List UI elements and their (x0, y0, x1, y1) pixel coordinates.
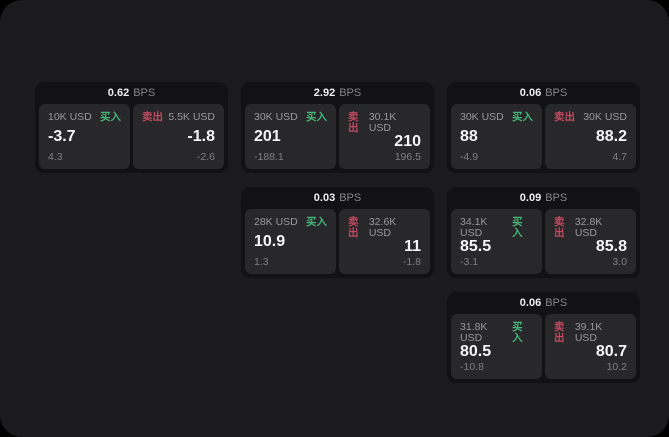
spread-unit: BPS (133, 87, 156, 99)
buy-change: 1.3 (254, 255, 269, 268)
quote-card: 0.62 BPS 10K USD 买入 -3.7 4.3 卖出 5.5K USD (35, 82, 228, 173)
buy-amount: 30K USD (254, 111, 298, 123)
buy-quote-button[interactable]: 30K USD 买入 201 -188.1 (245, 104, 336, 169)
sell-change: -2.6 (196, 150, 215, 163)
sell-change: -1.8 (402, 255, 421, 268)
spread-value: 0.09 (519, 192, 542, 204)
sell-amount: 32.6K USD (368, 216, 397, 239)
buy-quote-button[interactable]: 28K USD 买入 10.9 1.3 (245, 209, 336, 274)
sell-amount: 30.1K USD (368, 111, 397, 134)
sell-badge: 卖出 (554, 321, 565, 344)
spread-unit: BPS (339, 87, 362, 99)
sell-quote-button[interactable]: 卖出 32.8K USD 85.8 3.0 (545, 209, 636, 274)
sell-price: -1.8 (187, 128, 215, 145)
buy-badge: 买入 (306, 111, 327, 123)
buy-change: -3.1 (460, 255, 479, 268)
sell-quote-button[interactable]: 卖出 30.1K USD 210 196.5 (339, 104, 430, 169)
sell-badge: 卖出 (348, 111, 359, 134)
buy-badge: 买入 (512, 111, 533, 123)
buy-badge: 买入 (306, 216, 327, 228)
buy-quote-button[interactable]: 31.8K USD 买入 80.5 -10.8 (451, 314, 542, 379)
sell-amount: 39.1K USD (574, 321, 603, 344)
spread-unit: BPS (545, 297, 568, 309)
buy-amount: 31.8K USD (460, 321, 488, 344)
spread-value: 2.92 (313, 87, 336, 99)
buy-price: -3.7 (48, 128, 76, 145)
quote-card-body: 30K USD 买入 88 -4.9 卖出 30K USD 88.2 4.7 (451, 104, 636, 169)
buy-badge: 买入 (100, 111, 121, 123)
buy-amount: 30K USD (460, 111, 504, 123)
spread-header: 0.06 BPS (451, 292, 636, 314)
sell-price: 85.8 (595, 238, 627, 256)
spread-value: 0.06 (519, 297, 542, 309)
buy-quote-button[interactable]: 10K USD 买入 -3.7 4.3 (39, 104, 130, 169)
buy-quote-button[interactable]: 34.1K USD 买入 85.5 -3.1 (451, 209, 542, 274)
sell-change: 10.2 (606, 360, 627, 373)
sell-amount: 30K USD (583, 111, 627, 123)
sell-amount: 32.8K USD (574, 216, 603, 239)
spread-header: 0.09 BPS (451, 187, 636, 209)
spread-unit: BPS (545, 87, 568, 99)
sell-price: 88.2 (595, 128, 627, 145)
quote-card-body: 10K USD 买入 -3.7 4.3 卖出 5.5K USD -1.8 -2.… (39, 104, 224, 169)
spread-header: 2.92 BPS (245, 82, 430, 104)
sell-change: 4.7 (612, 150, 627, 163)
quote-card-body: 28K USD 买入 10.9 1.3 卖出 32.6K USD 11 -1.8 (245, 209, 430, 274)
sell-quote-button[interactable]: 卖出 32.6K USD 11 -1.8 (339, 209, 430, 274)
sell-change: 196.5 (394, 150, 421, 163)
sell-quote-button[interactable]: 卖出 5.5K USD -1.8 -2.6 (133, 104, 224, 169)
spread-value: 0.06 (519, 87, 542, 99)
quote-card: 0.09 BPS 34.1K USD 买入 85.5 -3.1 卖出 32.8K… (447, 187, 640, 278)
quote-card-body: 34.1K USD 买入 85.5 -3.1 卖出 32.8K USD 85.8… (451, 209, 636, 274)
spread-header: 0.03 BPS (245, 187, 430, 209)
sell-quote-button[interactable]: 卖出 39.1K USD 80.7 10.2 (545, 314, 636, 379)
buy-change: 4.3 (48, 150, 63, 163)
buy-price: 201 (254, 128, 281, 145)
quote-card-body: 30K USD 买入 201 -188.1 卖出 30.1K USD 210 1… (245, 104, 430, 169)
sell-badge: 卖出 (554, 111, 575, 123)
spread-value: 0.62 (107, 87, 130, 99)
sell-price: 210 (394, 133, 421, 151)
spread-unit: BPS (545, 192, 568, 204)
sell-amount: 5.5K USD (168, 111, 215, 123)
buy-amount: 28K USD (254, 216, 298, 228)
spread-header: 0.62 BPS (39, 82, 224, 104)
buy-change: -188.1 (254, 150, 284, 163)
spread-header: 0.06 BPS (451, 82, 636, 104)
buy-quote-button[interactable]: 30K USD 买入 88 -4.9 (451, 104, 542, 169)
quote-card-body: 31.8K USD 买入 80.5 -10.8 卖出 39.1K USD 80.… (451, 314, 636, 379)
sell-change: 3.0 (612, 255, 627, 268)
buy-amount: 10K USD (48, 111, 92, 123)
spread-unit: BPS (339, 192, 362, 204)
quote-cards-grid: 0.62 BPS 10K USD 买入 -3.7 4.3 卖出 5.5K USD (35, 82, 640, 383)
sell-quote-button[interactable]: 卖出 30K USD 88.2 4.7 (545, 104, 636, 169)
buy-badge: 买入 (512, 216, 523, 239)
quote-card: 0.06 BPS 31.8K USD 买入 80.5 -10.8 卖出 39.1… (447, 292, 640, 383)
sell-badge: 卖出 (554, 216, 565, 239)
quote-card: 0.06 BPS 30K USD 买入 88 -4.9 卖出 30K USD (447, 82, 640, 173)
sell-price: 11 (404, 238, 421, 256)
spread-value: 0.03 (313, 192, 336, 204)
buy-price: 85.5 (460, 238, 492, 256)
sell-badge: 卖出 (142, 111, 163, 123)
sell-badge: 卖出 (348, 216, 359, 239)
buy-change: -10.8 (460, 360, 484, 373)
buy-badge: 买入 (512, 321, 523, 344)
buy-price: 10.9 (254, 233, 286, 250)
quote-card: 0.03 BPS 28K USD 买入 10.9 1.3 卖出 32.6K US… (241, 187, 434, 278)
buy-change: -4.9 (460, 150, 479, 163)
buy-price: 80.5 (460, 343, 492, 361)
sell-price: 80.7 (595, 343, 627, 361)
buy-price: 88 (460, 128, 478, 145)
buy-amount: 34.1K USD (460, 216, 488, 239)
quote-card: 2.92 BPS 30K USD 买入 201 -188.1 卖出 30.1K … (241, 82, 434, 173)
